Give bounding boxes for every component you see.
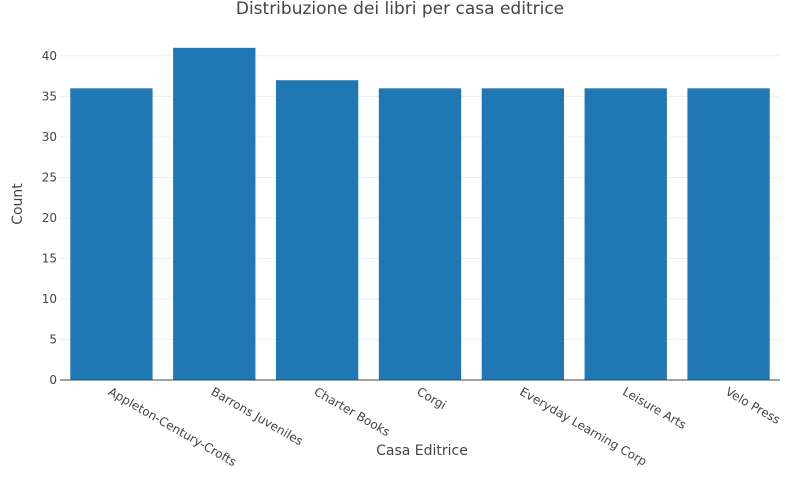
y-tick-label: 15 [42,251,57,265]
bars [70,47,770,381]
x-tick-label: Charter Books [312,384,393,439]
y-tick-label: 10 [42,292,57,306]
bar-corgi[interactable] [378,88,462,380]
x-axis-title: Casa Editrice [376,443,468,459]
y-tick-label: 5 [49,332,57,346]
bar-leisure-arts[interactable] [584,88,667,380]
bar-appleton-century-crofts[interactable] [70,88,153,380]
y-axis-title: Count [10,183,26,225]
x-tick-label: Velo Press [723,384,783,426]
y-axis-ticks: 0 5 10 15 20 25 30 35 40 [42,49,57,387]
y-tick-label: 20 [42,211,57,225]
bar-barrons-juveniles[interactable] [173,47,256,381]
y-tick-label: 30 [42,130,57,144]
bar-charter-books[interactable] [276,80,359,381]
chart-title: Distribuzione dei libri per casa editric… [236,0,564,19]
y-tick-label: 40 [42,49,57,63]
x-tick-label: Corgi [415,384,449,412]
x-tick-label: Leisure Arts [620,384,689,432]
y-tick-label: 0 [49,373,57,387]
bar-velo-press[interactable] [687,88,770,380]
y-tick-label: 35 [42,89,57,103]
x-tick-label: Barrons Juveniles [209,384,306,448]
bar-everyday-learning-corp[interactable] [481,88,564,380]
y-tick-label: 25 [42,170,57,184]
